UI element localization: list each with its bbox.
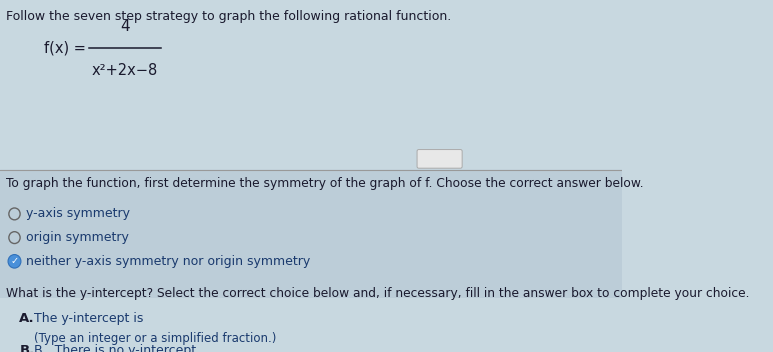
Text: To graph the function, first determine the symmetry of the graph of f. Choose th: To graph the function, first determine t… [6,177,644,190]
Text: A.: A. [19,312,35,325]
Text: f(x) =: f(x) = [44,41,86,56]
Text: Follow the seven step strategy to graph the following rational function.: Follow the seven step strategy to graph … [6,10,451,23]
Text: neither y-axis symmetry nor origin symmetry: neither y-axis symmetry nor origin symme… [26,255,310,268]
Text: 4: 4 [120,19,130,34]
Text: x²+2x−8: x²+2x−8 [92,63,158,78]
Text: (Type an integer or a simplified fraction.): (Type an integer or a simplified fractio… [34,332,276,345]
FancyBboxPatch shape [417,150,462,168]
Text: y-axis symmetry: y-axis symmetry [26,207,130,220]
Text: B.: B. [19,344,35,352]
Text: origin symmetry: origin symmetry [26,231,128,244]
Text: What is the y-intercept? Select the correct choice below and, if necessary, fill: What is the y-intercept? Select the corr… [6,287,750,300]
FancyBboxPatch shape [136,312,155,326]
Circle shape [8,254,21,268]
Text: The y-intercept is: The y-intercept is [34,312,143,325]
Bar [0,0,622,170]
Text: B.  There is no y-intercept: B. There is no y-intercept [34,344,196,352]
Text: . . .: . . . [433,155,446,163]
Text: ✓: ✓ [10,256,19,266]
Bar [0,170,622,298]
